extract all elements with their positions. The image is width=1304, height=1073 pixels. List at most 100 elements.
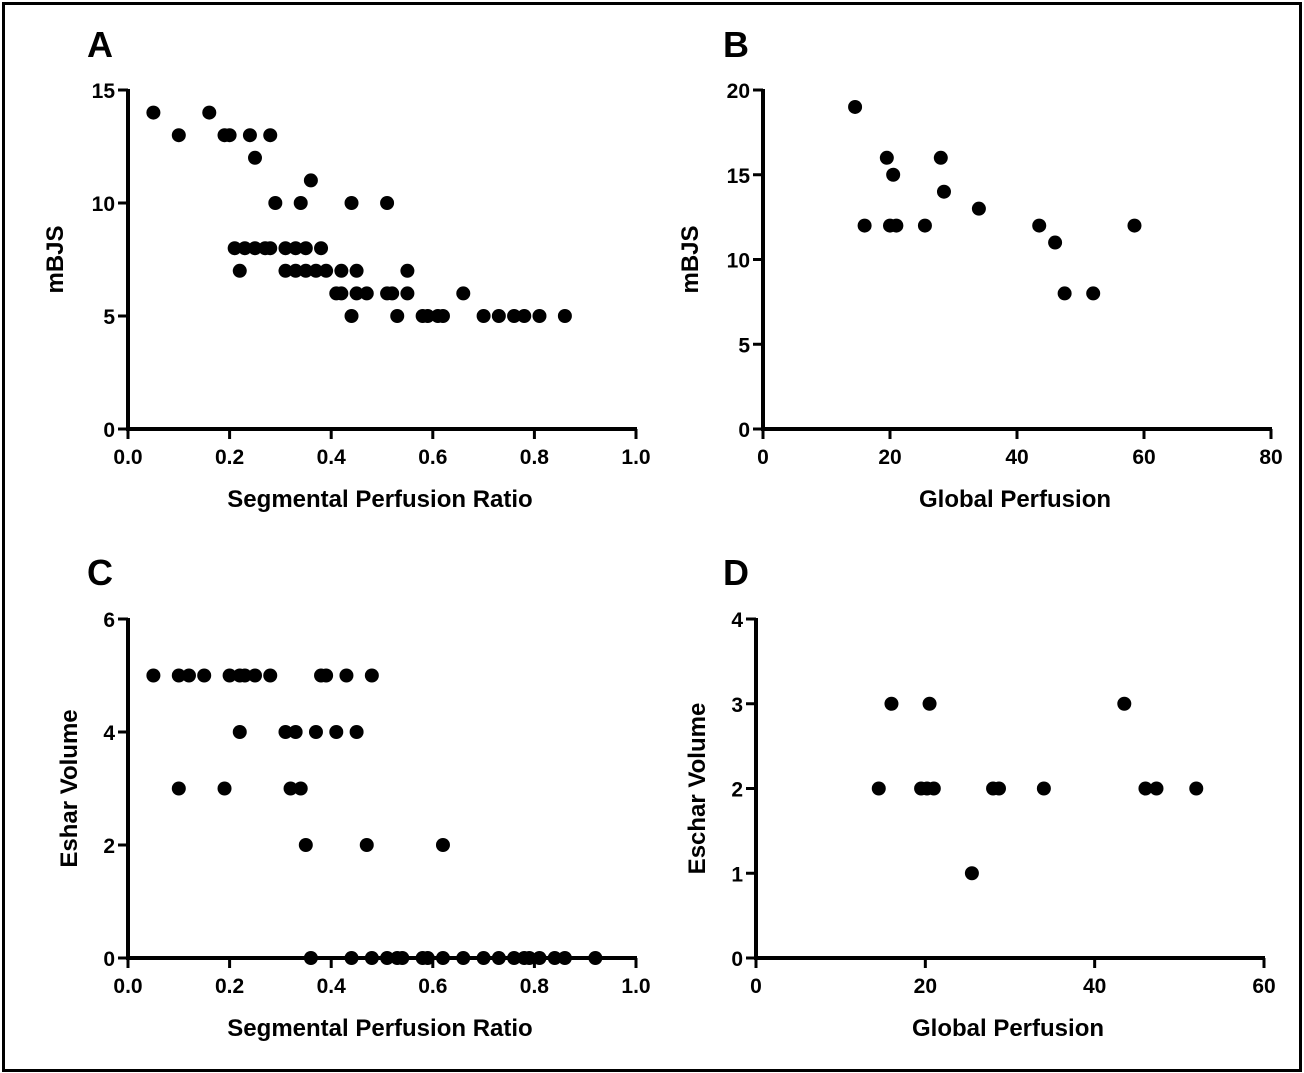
data-point — [889, 218, 904, 233]
panel-d: D 0 20 40 60 0 1 2 3 4 Global Perfusion Eschar Volu… — [684, 552, 1276, 1042]
data-point — [222, 668, 237, 683]
data-point — [263, 128, 278, 143]
data-point — [288, 725, 303, 739]
data-point — [456, 286, 471, 301]
y-tick-label: 0 — [103, 948, 115, 971]
data-point — [263, 668, 278, 683]
data-point — [329, 725, 344, 739]
x-tick-label: 0.8 — [520, 975, 550, 998]
y-tick-label: 5 — [738, 334, 750, 357]
data-point — [1149, 781, 1164, 796]
data-point — [420, 951, 435, 965]
x-axis-title: Global Perfusion — [919, 486, 1111, 513]
data-point — [884, 696, 899, 711]
data-point — [517, 309, 532, 323]
data-point — [278, 241, 293, 256]
data-point — [344, 196, 359, 210]
data-point — [359, 838, 374, 852]
data-point — [248, 150, 262, 165]
data-point — [288, 263, 303, 278]
data-point — [991, 781, 1006, 796]
x-tick-label: 40 — [1083, 975, 1106, 998]
panel-b: B 0 20 40 60 80 0 5 10 15 20 Global Perfusion mBJS — [677, 24, 1283, 513]
data-point — [293, 196, 308, 210]
data-point — [298, 263, 313, 278]
data-point — [308, 725, 323, 739]
data-point — [380, 196, 395, 210]
data-point — [848, 99, 863, 114]
data-point — [400, 263, 415, 278]
data-point — [1036, 781, 1051, 796]
data-point — [926, 781, 941, 796]
x-tick-label: 60 — [1252, 975, 1275, 998]
x-tick-label: 1.0 — [621, 975, 650, 998]
x-axis-title: Global Perfusion — [912, 1015, 1104, 1042]
data-point — [400, 286, 415, 301]
x-tick-label: 20 — [878, 446, 901, 469]
data-point — [1127, 218, 1142, 233]
x-tick-label: 40 — [1005, 446, 1028, 469]
data-point — [248, 668, 262, 683]
y-tick-label: 2 — [103, 835, 115, 858]
data-point — [1032, 218, 1047, 233]
data-point — [349, 263, 364, 278]
data-point — [395, 951, 410, 965]
data-point — [507, 309, 522, 323]
data-point — [298, 838, 313, 852]
data-point — [319, 263, 334, 278]
y-tick-label: 10 — [92, 193, 115, 216]
data-point — [171, 668, 186, 683]
data-point — [197, 668, 212, 683]
x-axis-title: Segmental Perfusion Ratio — [227, 486, 532, 513]
x-tick-label: 0.2 — [215, 446, 244, 469]
y-tick-label: 10 — [727, 250, 750, 273]
data-point — [922, 696, 937, 711]
data-point — [380, 951, 395, 965]
x-tick-label: 0.6 — [418, 975, 447, 998]
data-point — [227, 241, 242, 256]
data-point — [491, 309, 506, 323]
data-point — [936, 184, 951, 199]
x-tick-label: 20 — [914, 975, 937, 998]
data-point — [857, 218, 872, 233]
y-tick-label: 3 — [731, 694, 743, 717]
data-point — [146, 668, 161, 683]
data-point — [364, 951, 379, 965]
data-point — [202, 105, 217, 120]
x-tick-label: 1.0 — [621, 446, 650, 469]
data-point — [532, 309, 547, 323]
y-tick-label: 20 — [727, 80, 750, 103]
data-point — [222, 128, 237, 143]
data-point — [532, 951, 547, 965]
data-point — [288, 241, 303, 256]
y-tick-label: 15 — [727, 165, 751, 188]
data-point — [557, 309, 572, 323]
data-point — [917, 218, 932, 233]
data-point — [349, 725, 364, 739]
data-point — [364, 668, 379, 683]
x-tick-label: 0.0 — [113, 975, 142, 998]
data-point — [886, 167, 901, 182]
data-point — [390, 309, 405, 323]
data-point — [1086, 286, 1101, 301]
data-point — [435, 951, 450, 965]
x-tick-label: 0.2 — [215, 975, 244, 998]
data-point — [232, 725, 247, 739]
panel-a: A 0.0 0.2 0.4 0.6 0.8 1.0 0 5 10 15 Segmental Perfu… — [42, 24, 651, 513]
data-point — [242, 128, 257, 143]
data-point — [171, 128, 186, 143]
data-point — [248, 241, 262, 256]
y-tick-label: 2 — [731, 779, 743, 802]
data-point — [522, 951, 537, 965]
panel-letter-a: A — [87, 24, 113, 65]
y-axis-title: mBJS — [42, 225, 69, 293]
data-point — [303, 173, 318, 188]
data-point — [237, 241, 252, 256]
x-tick-label: 80 — [1259, 446, 1282, 469]
data-point — [344, 951, 359, 965]
data-point — [278, 725, 293, 739]
data-point — [237, 668, 252, 683]
data-point — [217, 781, 232, 796]
